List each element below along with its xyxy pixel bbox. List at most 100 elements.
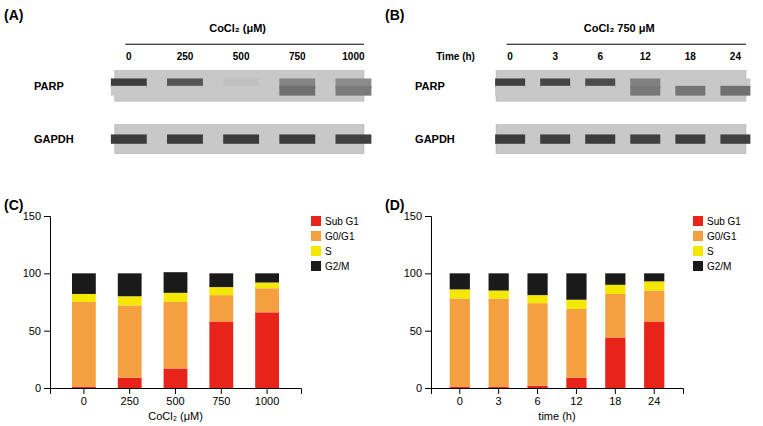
band [167, 134, 203, 143]
bar [450, 273, 470, 289]
tick: 18 [609, 388, 621, 407]
bracket [125, 44, 364, 45]
row-label: PARP [34, 80, 64, 92]
y-axis: 050100150 [404, 210, 432, 394]
legend-swatch [693, 246, 703, 256]
band [675, 86, 705, 96]
legend-item: Sub G1 [693, 216, 741, 227]
bar [72, 273, 96, 294]
band [336, 134, 372, 143]
tick-label: 150 [23, 210, 41, 222]
tick-mark [425, 273, 431, 274]
tick-label: 1000 [255, 395, 279, 407]
tick-mark [537, 388, 538, 394]
series [450, 291, 665, 387]
tick-label: 0 [457, 395, 463, 407]
axis-label: time (h) [538, 410, 575, 422]
tick-label: 18 [609, 395, 621, 407]
panel-label: (A) [4, 7, 23, 23]
tick: 500 [166, 388, 184, 407]
column-label: 0 [507, 51, 513, 62]
bar [489, 291, 509, 299]
blot-background [115, 125, 364, 154]
band [279, 134, 315, 143]
y-axis: 0 50 100 150 [23, 210, 51, 394]
band [720, 86, 750, 96]
tick: 750 [212, 388, 230, 407]
bar [118, 378, 142, 388]
band [223, 134, 259, 143]
bar [72, 302, 96, 387]
bar [118, 305, 142, 377]
band [630, 134, 660, 143]
bars [450, 273, 665, 388]
title: CoCl₂ (μM) [209, 22, 266, 34]
tick-mark [175, 388, 176, 394]
tick-mark [425, 216, 431, 217]
tick-mark [498, 388, 499, 394]
bar [605, 294, 625, 338]
bar [489, 387, 509, 388]
bars [72, 272, 279, 388]
row-label: PARP [415, 80, 445, 92]
tick-mark [44, 273, 50, 274]
legend-item: S [311, 246, 332, 257]
tick-mark [459, 388, 460, 394]
legend-item: S [693, 246, 714, 257]
tick: 6 [534, 388, 540, 407]
tick-mark [44, 331, 50, 332]
bar [489, 299, 509, 387]
tick-label: 3 [496, 395, 502, 407]
legend-item: G2/M [311, 261, 349, 272]
title: CoCl₂ 750 μM [584, 22, 655, 34]
bar [209, 287, 233, 295]
series [72, 272, 279, 296]
series [450, 273, 665, 299]
row-label: GAPDH [415, 133, 455, 145]
tick-mark [576, 388, 577, 394]
band [495, 134, 525, 143]
bar [450, 289, 470, 298]
legend-label: S [325, 246, 332, 257]
legend-item: Sub G1 [311, 216, 359, 227]
axis-line [44, 217, 51, 389]
plot: 036121824050100150time (h)Sub G1G0/G1SG2… [404, 210, 742, 422]
bar [118, 273, 142, 296]
tick-label: 150 [404, 210, 422, 222]
tick: 12 [570, 388, 582, 407]
tick-mark [267, 388, 268, 394]
tick: 50 [410, 325, 431, 337]
tick: 0 [81, 388, 87, 407]
band [167, 86, 203, 96]
band [540, 134, 570, 143]
legend-item: G0/G1 [311, 231, 355, 242]
bar [566, 300, 586, 309]
bar [644, 281, 664, 290]
legend-label: Sub G1 [707, 216, 741, 227]
band [279, 86, 315, 96]
tick-label: 50 [410, 325, 422, 337]
column-label: 250 [177, 51, 194, 62]
band [336, 86, 372, 96]
column-label: 0 [126, 51, 132, 62]
tick: 3 [496, 388, 502, 407]
x-axis: 02505007501000 [51, 388, 302, 407]
tick: 100 [23, 267, 50, 279]
axis-label: CoCl₂ (μM) [148, 410, 203, 422]
legend-label: S [707, 246, 714, 257]
tick-label: 0 [35, 382, 41, 394]
band [585, 86, 615, 96]
tick-mark [83, 388, 84, 394]
tick-label: 6 [534, 395, 540, 407]
legend-item: G2/M [693, 261, 731, 272]
tick-label: 50 [29, 325, 41, 337]
bar [644, 321, 664, 388]
band [630, 86, 660, 96]
tick: 100 [404, 267, 431, 279]
legend-label: G2/M [707, 261, 731, 272]
blot-background [115, 71, 364, 102]
tick: 1000 [255, 388, 279, 407]
legend-swatch [693, 261, 703, 271]
bar [644, 291, 664, 322]
legend: Sub G1 G0/G1 S G2/M [311, 216, 359, 272]
